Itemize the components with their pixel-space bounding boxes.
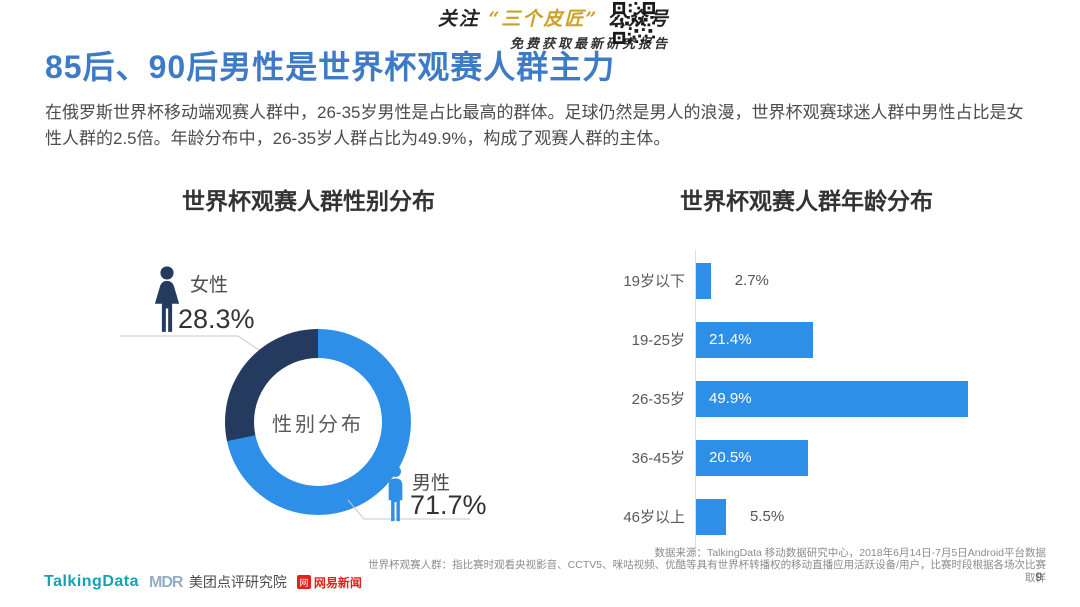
bar-rows: 19岁以下 2.7% 19-25岁 21.4% 26-35岁 49.9% 36-45岁 20.…	[575, 251, 1065, 546]
banner-brand: “三个皮匠”	[488, 8, 599, 30]
source-line2: 世界杯观赛人群：指比赛时观看央视影音、CCTV5、咪咕视频、优酷等具有世界杯转播…	[368, 559, 1046, 584]
bar-chart-title: 世界杯观赛人群年龄分布	[680, 188, 933, 214]
bar-track: 21.4%	[696, 321, 813, 358]
value-label: 5.5%	[749, 508, 785, 525]
category-label: 26-35岁	[631, 391, 685, 408]
footer-logos: TalkingData MDR 美团点评研究院 网 网易新闻	[44, 572, 362, 592]
source-line1: 数据来源：TalkingData 移动数据研究中心，2018年6月14日-7月5…	[654, 547, 1046, 559]
male-callout: 男性 71.7%	[382, 466, 487, 528]
donut-chart-title: 世界杯观赛人群性别分布	[182, 188, 435, 214]
meituan-dianping-institute-label: 美团点评研究院	[188, 574, 287, 590]
value-label: 20.5%	[709, 449, 752, 466]
category-label: 19-25岁	[631, 332, 685, 349]
bar-row: 36-45岁 20.5%	[575, 428, 1065, 487]
bar-chart-axis	[695, 250, 696, 548]
category-label: 19岁以下	[623, 273, 685, 290]
banner-prefix: 关注	[437, 8, 480, 30]
male-icon	[388, 466, 403, 522]
bar-row: 46岁以上 5.5%	[575, 487, 1065, 546]
female-callout: 女性 28.3%	[150, 266, 255, 339]
talkingdata-logo: TalkingData	[44, 573, 139, 590]
category-label: 36-45岁	[631, 450, 685, 467]
female-label: 女性	[190, 275, 229, 296]
bar-track: 20.5%	[696, 439, 808, 476]
netease-news-label: 网易新闻	[313, 575, 362, 590]
bar	[696, 262, 711, 299]
female-icon	[154, 266, 180, 332]
data-source-note: 数据来源：TalkingData 移动数据研究中心，2018年6月14日-7月5…	[366, 547, 1046, 584]
bar: 21.4%	[696, 321, 813, 358]
bar-row: 19-25岁 21.4%	[575, 310, 1065, 369]
female-value: 28.3%	[178, 304, 255, 334]
page-number: 9	[1035, 570, 1042, 584]
intro-paragraph: 在俄罗斯世界杯移动端观赛人群中，26-35岁男性是占比最高的群体。足球仍然是男人…	[45, 103, 1024, 149]
page-title: 85后、90后男性是世界杯观赛人群主力	[45, 49, 616, 85]
value-label: 2.7%	[734, 272, 769, 289]
donut-hole: 性别分布	[254, 358, 382, 486]
bar-track: 2.7%	[696, 262, 769, 299]
bar-row: 19岁以下 2.7%	[575, 251, 1065, 310]
banner-line2: 免费获取最新研究报告	[509, 37, 670, 52]
bar-row: 26-35岁 49.9%	[575, 369, 1065, 428]
netease-news-logo: 网 网易新闻	[296, 574, 362, 591]
bar: 20.5%	[696, 439, 808, 476]
bar-track: 49.9%	[696, 380, 968, 417]
value-label: 21.4%	[709, 331, 752, 348]
donut-center-label: 性别分布	[272, 413, 364, 436]
bar	[696, 498, 726, 535]
bar: 49.9%	[696, 380, 968, 417]
netease-badge-icon: 网	[296, 575, 311, 589]
bar-track: 5.5%	[696, 498, 785, 535]
male-label: 男性	[412, 473, 451, 494]
mdr-logo: MDR	[149, 574, 183, 591]
male-value: 71.7%	[410, 490, 487, 520]
qr-code-icon	[613, 2, 655, 44]
category-label: 46岁以上	[623, 509, 685, 526]
value-label: 49.9%	[709, 390, 752, 407]
